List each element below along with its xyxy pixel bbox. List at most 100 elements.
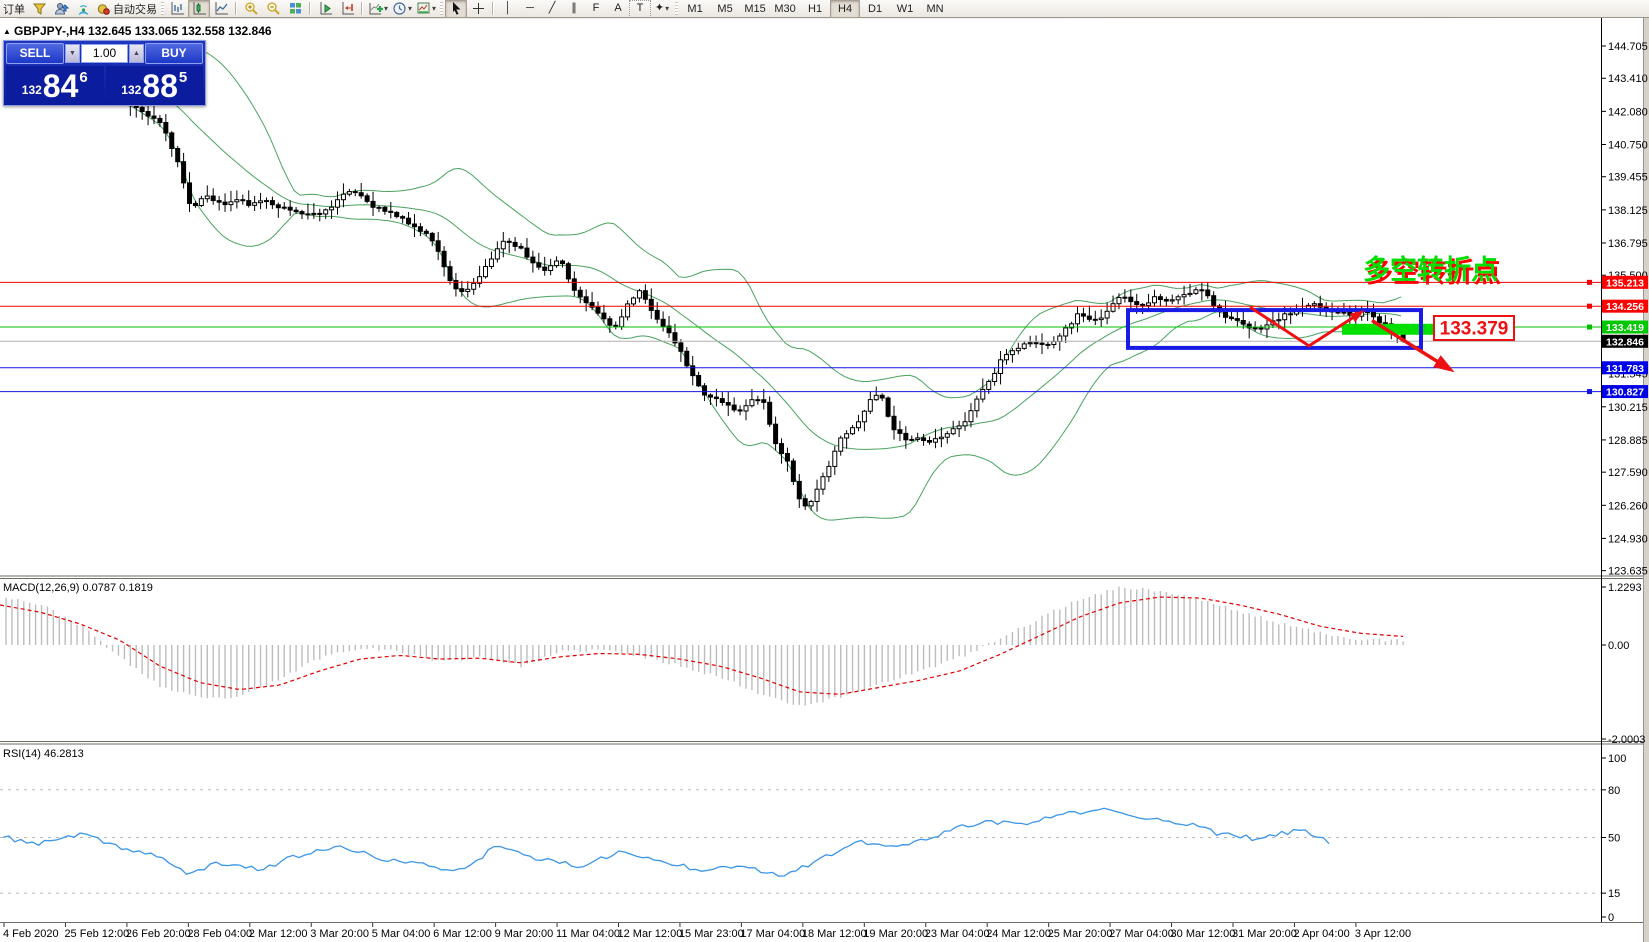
- chart-shift-icon[interactable]: [336, 0, 358, 18]
- timeframe-W1[interactable]: W1: [896, 2, 914, 15]
- dropdown-caret: ▾: [432, 4, 437, 13]
- svg-text:100: 100: [1608, 753, 1626, 765]
- arrows-tool[interactable]: ✦ ▾: [651, 0, 673, 18]
- volume-input[interactable]: 1.00: [81, 44, 128, 63]
- svg-text:15 Mar 23:00: 15 Mar 23:00: [679, 928, 744, 940]
- channel-tool[interactable]: ∥: [571, 2, 577, 14]
- svg-text:-2.0003: -2.0003: [1608, 734, 1645, 746]
- timeframe-M5[interactable]: M5: [717, 2, 733, 15]
- orders-label[interactable]: 订单: [3, 3, 25, 16]
- buy-button[interactable]: BUY: [145, 43, 203, 64]
- buy-price[interactable]: 132 88 5: [105, 66, 203, 104]
- timeframe-H1[interactable]: H1: [808, 2, 823, 15]
- svg-text:126.260: 126.260: [1608, 500, 1648, 512]
- svg-text:134.256: 134.256: [1606, 301, 1644, 313]
- svg-text:144.705: 144.705: [1608, 41, 1648, 53]
- svg-text:RSI(14) 46.2813: RSI(14) 46.2813: [3, 748, 84, 760]
- funnel-icon[interactable]: [28, 0, 50, 18]
- timeframe-M30[interactable]: M30: [774, 2, 796, 15]
- svg-text:0.00: 0.00: [1608, 640, 1629, 652]
- svg-text:9 Mar 20:00: 9 Mar 20:00: [495, 928, 554, 940]
- zoom-out-icon[interactable]: [262, 0, 284, 18]
- svg-text:25 Mar 20:00: 25 Mar 20:00: [1048, 928, 1113, 940]
- bar-chart-mode-icon[interactable]: [166, 0, 188, 18]
- buy-price-prefix: 132: [121, 83, 142, 97]
- trade-panel-controls: SELL ▼ 1.00 ▲ BUY: [4, 41, 205, 66]
- svg-text:3 Apr 12:00: 3 Apr 12:00: [1355, 928, 1411, 940]
- window-edge: [1644, 0, 1649, 942]
- horizontal-line-tool[interactable]: ─: [526, 2, 534, 14]
- svg-text:4 Feb 2020: 4 Feb 2020: [3, 928, 59, 940]
- svg-text:80: 80: [1608, 785, 1620, 797]
- timeframe-group: M1 M5 M15 M30 H1 H4 D1 W1 MN: [680, 0, 950, 18]
- buy-price-big: 88: [142, 68, 178, 104]
- label-tool[interactable]: T: [629, 0, 652, 18]
- timeframe-D1[interactable]: D1: [868, 2, 883, 15]
- svg-text:6 Mar 12:00: 6 Mar 12:00: [433, 928, 492, 940]
- price-axis[interactable]: 144.705 143.410 142.080 140.750 139.455 138.1…: [1601, 41, 1648, 578]
- svg-text:18 Mar 12:00: 18 Mar 12:00: [802, 928, 867, 940]
- svg-text:28 Feb 04:00: 28 Feb 04:00: [187, 928, 252, 940]
- svg-text:123.635: 123.635: [1608, 566, 1648, 578]
- price-tag-box: [1433, 315, 1515, 341]
- periods-button[interactable]: ▾: [390, 0, 414, 18]
- candlestick-mode-icon[interactable]: [188, 0, 210, 18]
- trendline-tool[interactable]: ╱: [548, 2, 556, 14]
- sell-price[interactable]: 132 84 6: [6, 66, 104, 103]
- svg-text:128.885: 128.885: [1608, 435, 1648, 447]
- text-tool[interactable]: A: [614, 2, 622, 14]
- volume-decrease-button[interactable]: ▼: [65, 44, 80, 63]
- svg-text:50: 50: [1608, 833, 1620, 845]
- volume-increase-button[interactable]: ▲: [129, 44, 144, 63]
- line-chart-mode-icon[interactable]: [210, 0, 232, 18]
- sell-button[interactable]: SELL: [6, 43, 64, 64]
- candlesticks: [3, 61, 1406, 512]
- timeframe-MN[interactable]: MN: [926, 2, 944, 15]
- svg-text:26 Feb 20:00: 26 Feb 20:00: [126, 928, 191, 940]
- svg-text:30 Mar 12:00: 30 Mar 12:00: [1171, 928, 1236, 940]
- timeframe-M1[interactable]: M1: [687, 2, 703, 15]
- vertical-line-tool[interactable]: │: [504, 2, 512, 14]
- auto-scroll-icon[interactable]: [314, 0, 336, 18]
- toolbar: 订单 自动交易 ▾ ▾ ▾ │ ─ ╱ ∥ F A T ✦ ▾: [0, 0, 1649, 18]
- templates-button[interactable]: ▾: [414, 0, 438, 18]
- signal-icon[interactable]: [72, 0, 94, 18]
- timeframe-M15[interactable]: M15: [744, 2, 766, 15]
- svg-text:多空转折点: 多空转折点: [1366, 257, 1501, 288]
- svg-text:24 Mar 12:00: 24 Mar 12:00: [986, 928, 1051, 940]
- sell-price-big: 84: [42, 68, 79, 104]
- one-click-trading-panel: SELL ▼ 1.00 ▲ BUY 132 84 6 132 88 5: [3, 40, 206, 106]
- chart-annotations[interactable]: 133.379: [1126, 305, 1515, 373]
- svg-text:1.2293: 1.2293: [1608, 582, 1642, 594]
- svg-text:15: 15: [1608, 888, 1620, 900]
- price-level-lines[interactable]: [0, 279, 1601, 395]
- svg-text:5 Mar 04:00: 5 Mar 04:00: [372, 928, 431, 940]
- svg-text:12 Mar 12:00: 12 Mar 12:00: [618, 928, 683, 940]
- autotrading-button[interactable]: 自动交易: [94, 0, 159, 18]
- svg-text:31 Mar 20:00: 31 Mar 20:00: [1232, 928, 1297, 940]
- svg-text:130.827: 130.827: [1606, 387, 1644, 399]
- crosshair-tool-icon[interactable]: [467, 0, 489, 18]
- dropdown-caret: ▾: [408, 4, 413, 13]
- svg-text:131.783: 131.783: [1606, 363, 1644, 375]
- dropdown-caret: ▾: [384, 4, 389, 13]
- tile-windows-icon[interactable]: [284, 0, 306, 18]
- zoom-in-icon[interactable]: [240, 0, 262, 18]
- svg-text:11 Mar 04:00: 11 Mar 04:00: [556, 928, 620, 940]
- svg-text:2 Mar 12:00: 2 Mar 12:00: [249, 928, 308, 940]
- fibonacci-tool[interactable]: F: [592, 2, 600, 14]
- autotrading-label: 自动交易: [113, 3, 157, 16]
- svg-text:0: 0: [1608, 912, 1614, 924]
- timeframe-H4[interactable]: H4: [830, 0, 861, 18]
- cursor-tool-icon[interactable]: [445, 0, 468, 18]
- indicators-button[interactable]: ▾: [366, 0, 390, 18]
- green-highlight-band: [1342, 323, 1437, 335]
- publish-user-icon[interactable]: [50, 0, 72, 18]
- svg-text:19 Mar 20:00: 19 Mar 20:00: [863, 928, 928, 940]
- svg-text:140.750: 140.750: [1608, 139, 1648, 151]
- toolbar-separator: [309, 2, 311, 15]
